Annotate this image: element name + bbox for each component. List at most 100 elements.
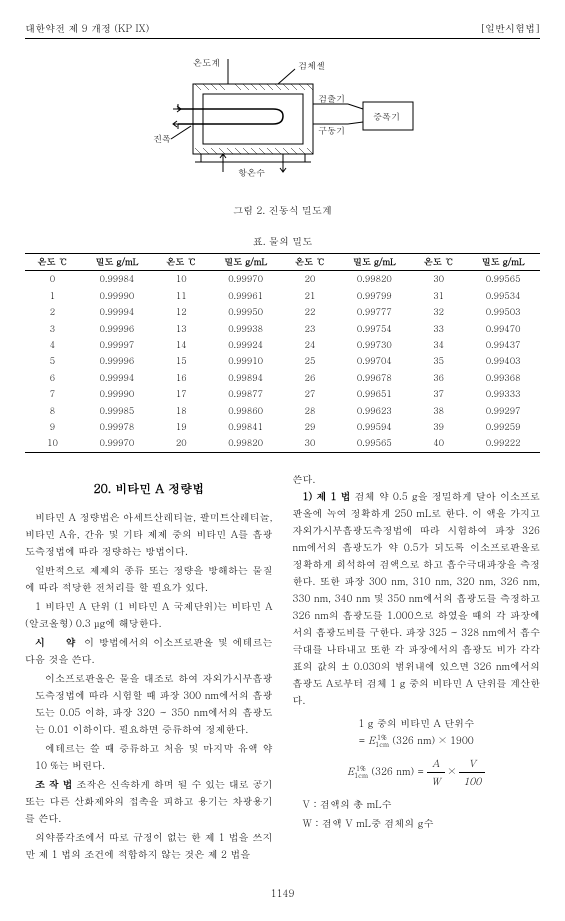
- table-cell: 24: [282, 337, 337, 353]
- table-cell: 22: [282, 304, 337, 320]
- intro-p1: 비타민 A 정량법은 아세트산레티놀, 팔미트산레티놀, 비타민 A유, 간유 …: [25, 509, 273, 560]
- table-cell: 3: [25, 321, 80, 337]
- table-cell: 25: [282, 353, 337, 369]
- table-cell: 21: [282, 288, 337, 304]
- table-cell: 0.99730: [337, 337, 411, 353]
- table-cell: 0.99970: [80, 435, 154, 452]
- table-cell: 2: [25, 304, 80, 320]
- method1-text: 검체 약 0.5 g을 정밀하게 달아 이소프로판올에 녹여 정확하게 250 …: [293, 489, 541, 707]
- table-cell: 0.99594: [337, 419, 411, 435]
- table-cell: 30: [282, 435, 337, 452]
- table-cell: 0.99704: [337, 353, 411, 369]
- table-cell: 0.99222: [466, 435, 540, 452]
- table-cell: 0.99333: [466, 386, 540, 402]
- table-cell: 0.99754: [337, 321, 411, 337]
- table-cell: 10: [25, 435, 80, 452]
- label-thermometer: 온도계: [193, 56, 220, 69]
- table-cell: 29: [282, 419, 337, 435]
- table-cell: 4: [25, 337, 80, 353]
- intro-p3: 1 비타민 A 단위 (1 비타민 A 국제단위)는 비타민 A (알코올형) …: [25, 598, 273, 632]
- table-cell: 0.99938: [209, 321, 283, 337]
- table-row: 100.99970200.99820300.99565400.99222: [25, 435, 540, 452]
- header-left: 대한약전 제 9 개정 (KP IX): [25, 20, 149, 36]
- table-cell: 32: [411, 304, 466, 320]
- table-cell: 0.99623: [337, 403, 411, 419]
- table-cell: 0.99877: [209, 386, 283, 402]
- continue: 쓴다.: [293, 471, 541, 488]
- formula-2: E1%1cm (326 nm) = AW × V100: [293, 755, 541, 790]
- table-row: 80.99985180.99860280.99623380.99297: [25, 403, 540, 419]
- procedure-2: 의약품각조에서 따로 규정이 없는 한 제 1 법을 쓰지만 제 1 법의 조건…: [25, 829, 273, 863]
- table-cell: 20: [154, 435, 209, 452]
- var-v: V : 검액의 총 mL수: [293, 796, 541, 813]
- table-cell: 15: [154, 353, 209, 369]
- header-right: [일반시험법]: [480, 20, 540, 36]
- procedure-line: 조 작 법 조작은 신속하게 하며 될 수 있는 대로 공기 또는 다른 산화제…: [25, 776, 273, 827]
- table-cell: 7: [25, 386, 80, 402]
- table-cell: 0.99534: [466, 288, 540, 304]
- table-row: 30.99996130.99938230.99754330.99470: [25, 321, 540, 337]
- table-cell: 37: [411, 386, 466, 402]
- table-cell: 0.99961: [209, 288, 283, 304]
- table-row: 20.99994120.99950220.99777320.99503: [25, 304, 540, 320]
- table-cell: 28: [282, 403, 337, 419]
- label-cooling-water: 항온수: [238, 166, 265, 179]
- table-cell: 0.99985: [80, 403, 154, 419]
- table-row: 60.99994160.99894260.99678360.99368: [25, 370, 540, 386]
- table-cell: 0.99894: [209, 370, 283, 386]
- table-cell: 31: [411, 288, 466, 304]
- table-cell: 0.99841: [209, 419, 283, 435]
- table-row: 50.99996150.99910250.99704350.99403: [25, 353, 540, 369]
- table-cell: 33: [411, 321, 466, 337]
- var-w: W : 검액 V mL중 검체의 g수: [293, 815, 541, 832]
- left-column: 20. 비타민 A 정량법 비타민 A 정량법은 아세트산레티놀, 팔미트산레티…: [25, 471, 273, 865]
- density-meter-diagram: 온도계 검체셀 진폭: [123, 54, 443, 194]
- table-cell: 0.99503: [466, 304, 540, 320]
- page-number: 1149: [25, 885, 540, 901]
- table-cell: 0.99997: [80, 337, 154, 353]
- label-detector: 검출기: [318, 92, 345, 105]
- label-vibrator: 진폭: [153, 132, 171, 145]
- table-cell: 1: [25, 288, 80, 304]
- table-cell: 19: [154, 419, 209, 435]
- table-header: 온도 ℃: [154, 254, 209, 271]
- section-title: 20. 비타민 A 정량법: [25, 479, 273, 499]
- table-cell: 0.99437: [466, 337, 540, 353]
- table-cell: 0.99994: [80, 304, 154, 320]
- density-table: 온도 ℃밀도 g/mL온도 ℃밀도 g/mL온도 ℃밀도 g/mL온도 ℃밀도 …: [25, 253, 540, 453]
- table-row: 10.99990110.99961210.99799310.99534: [25, 288, 540, 304]
- table-header: 온도 ℃: [282, 254, 337, 271]
- table-cell: 0.99651: [337, 386, 411, 402]
- table-cell: 23: [282, 321, 337, 337]
- table-cell: 12: [154, 304, 209, 320]
- table-cell: 0.99860: [209, 403, 283, 419]
- table-cell: 39: [411, 419, 466, 435]
- table-cell: 0.99777: [337, 304, 411, 320]
- table-row: 40.99997140.99924240.99730340.99437: [25, 337, 540, 353]
- table-cell: 0.99820: [337, 271, 411, 288]
- table-header: 밀도 g/mL: [209, 254, 283, 271]
- table-header: 밀도 g/mL: [337, 254, 411, 271]
- method1-label: 1) 제 1 법: [303, 489, 351, 503]
- table-cell: 0.99924: [209, 337, 283, 353]
- table-cell: 6: [25, 370, 80, 386]
- table-cell: 13: [154, 321, 209, 337]
- table-cell: 0.99297: [466, 403, 540, 419]
- table-cell: 0.99994: [80, 370, 154, 386]
- table-title: 표. 물의 밀도: [25, 233, 540, 249]
- table-header: 밀도 g/mL: [80, 254, 154, 271]
- formula-1: 1 g 중의 비타민 A 단위수 = E1%1cm (326 nm) × 190…: [293, 715, 541, 749]
- table-cell: 0.99996: [80, 321, 154, 337]
- table-cell: 26: [282, 370, 337, 386]
- table-cell: 38: [411, 403, 466, 419]
- label-sample-cell: 검체셀: [298, 59, 325, 72]
- reagent-line: 시 약 이 방법에서의 이소프로판올 및 에테르는 다음 것을 쓴다.: [25, 634, 273, 668]
- table-cell: 30: [411, 271, 466, 288]
- table-cell: 0.99984: [80, 271, 154, 288]
- table-cell: 5: [25, 353, 80, 369]
- table-row: 00.99984100.99970200.99820300.99565: [25, 271, 540, 288]
- table-cell: 0.99910: [209, 353, 283, 369]
- table-cell: 40: [411, 435, 466, 452]
- table-cell: 36: [411, 370, 466, 386]
- table-cell: 11: [154, 288, 209, 304]
